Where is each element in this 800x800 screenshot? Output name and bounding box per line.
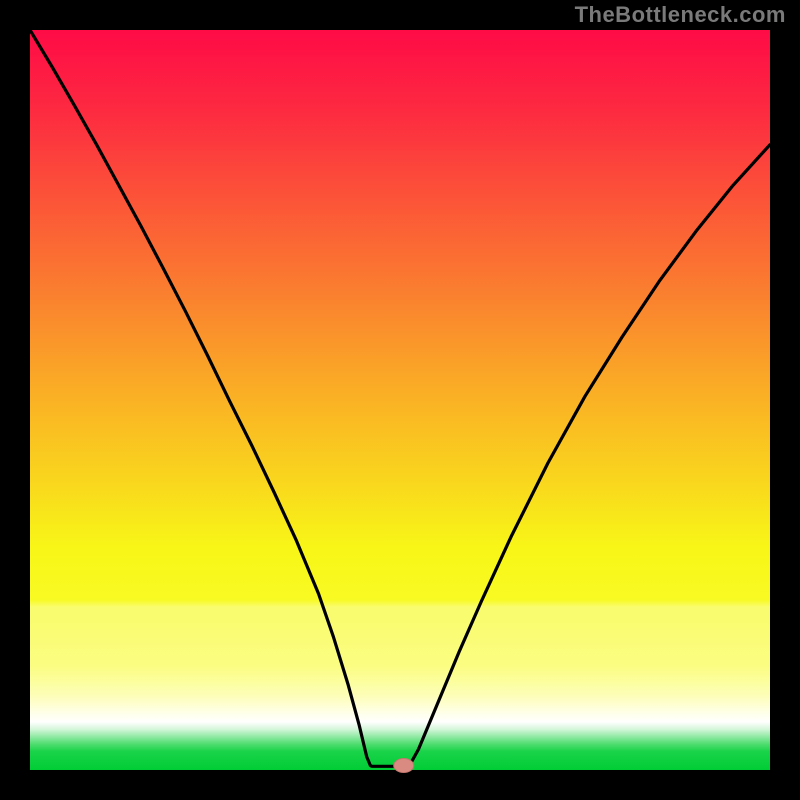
bottleneck-chart <box>0 0 800 800</box>
chart-gradient-background <box>30 30 770 770</box>
watermark-text: TheBottleneck.com <box>575 2 786 28</box>
optimal-point-marker <box>394 759 414 773</box>
